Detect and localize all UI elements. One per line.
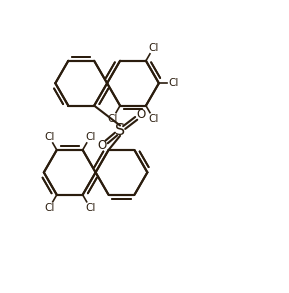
Text: Cl: Cl (85, 132, 95, 142)
Text: Cl: Cl (169, 78, 179, 88)
Text: S: S (115, 123, 125, 138)
Text: Cl: Cl (148, 43, 159, 53)
Text: Cl: Cl (148, 114, 159, 124)
Text: O: O (98, 139, 107, 152)
Text: O: O (136, 108, 145, 121)
Text: Cl: Cl (85, 203, 95, 213)
Text: Cl: Cl (44, 132, 55, 142)
Text: Cl: Cl (108, 114, 118, 124)
Text: Cl: Cl (44, 203, 55, 213)
